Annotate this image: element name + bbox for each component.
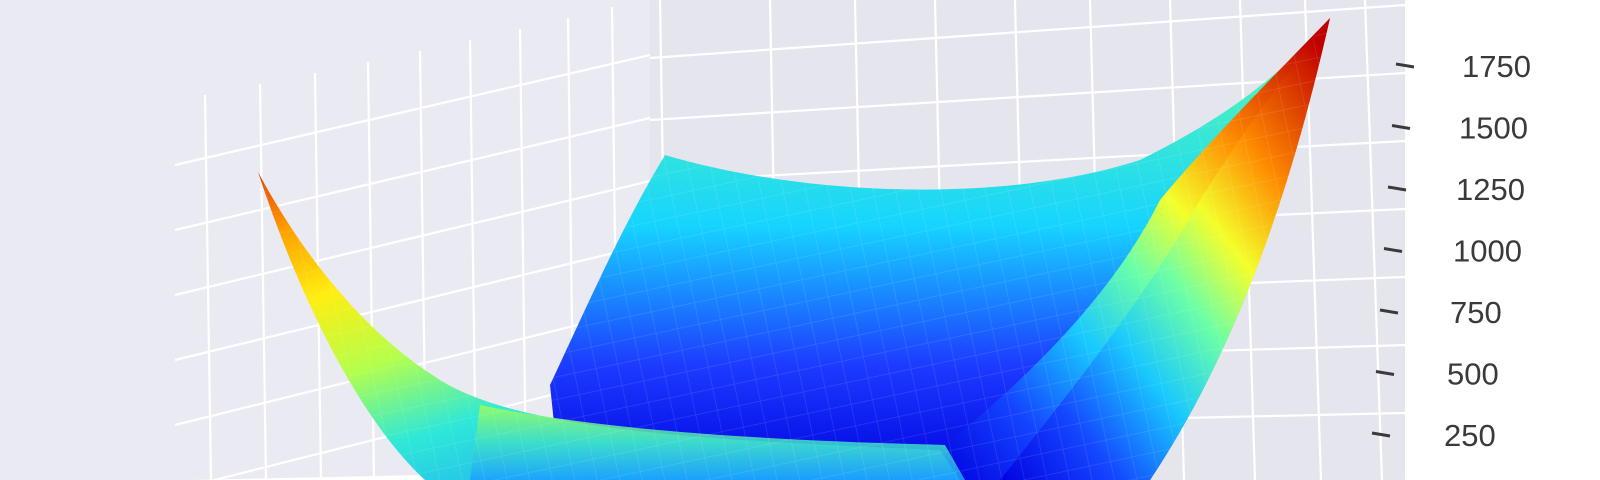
figure-corner — [0, 0, 400, 120]
left-pane-gridline — [174, 53, 651, 167]
z-tick-label: 1750 — [1462, 49, 1531, 84]
left-pane-gridline — [258, 83, 268, 480]
z-tick-label: 1000 — [1453, 234, 1522, 269]
z-tick-mark — [1383, 247, 1403, 253]
left-pane-gridline — [203, 94, 213, 480]
z-tick-mark — [1371, 431, 1391, 438]
z-tick-mark — [1375, 370, 1395, 376]
back-pane-gridline — [649, 3, 1406, 60]
left-pane-gridline — [174, 116, 651, 232]
z-axis: 250 500 750 1000 1250 1500 1750 — [1371, 49, 1531, 453]
z-tick-label: 500 — [1447, 357, 1499, 392]
z-tick-label: 750 — [1450, 295, 1502, 330]
z-tick-mark — [1387, 185, 1407, 192]
z-tick-mark — [1379, 308, 1399, 315]
z-tick-label: 1500 — [1459, 111, 1528, 146]
z-tick-mark — [1391, 124, 1411, 130]
z-tick-label: 250 — [1444, 418, 1496, 453]
back-pane-gridline — [1363, 0, 1384, 480]
left-pane — [0, 0, 650, 480]
z-tick-label: 1250 — [1456, 172, 1525, 207]
z-tick-mark — [1395, 62, 1415, 69]
